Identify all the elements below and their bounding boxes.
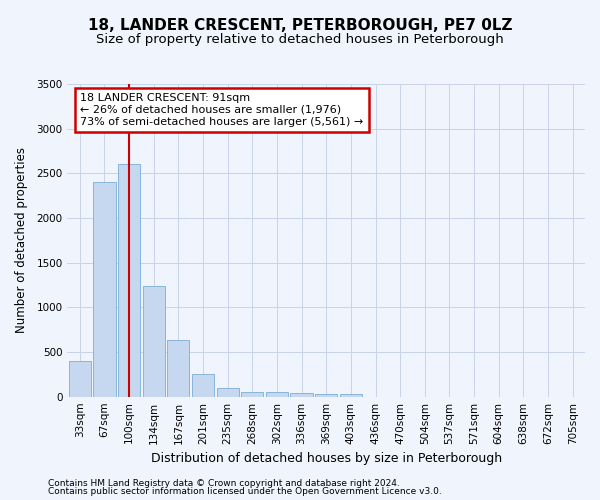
Bar: [315, 394, 337, 396]
Bar: [167, 340, 190, 396]
Bar: [94, 182, 116, 396]
Bar: [143, 286, 165, 397]
Bar: [68, 361, 91, 396]
Bar: [266, 392, 288, 396]
Text: 18, LANDER CRESCENT, PETERBOROUGH, PE7 0LZ: 18, LANDER CRESCENT, PETERBOROUGH, PE7 0…: [88, 18, 512, 32]
Text: 18 LANDER CRESCENT: 91sqm
← 26% of detached houses are smaller (1,976)
73% of se: 18 LANDER CRESCENT: 91sqm ← 26% of detac…: [80, 94, 364, 126]
Bar: [241, 392, 263, 396]
Y-axis label: Number of detached properties: Number of detached properties: [15, 148, 28, 334]
Text: Contains public sector information licensed under the Open Government Licence v3: Contains public sector information licen…: [48, 487, 442, 496]
Bar: [217, 388, 239, 396]
Bar: [290, 393, 313, 396]
Text: Size of property relative to detached houses in Peterborough: Size of property relative to detached ho…: [96, 32, 504, 46]
Bar: [192, 374, 214, 396]
Bar: [118, 164, 140, 396]
X-axis label: Distribution of detached houses by size in Peterborough: Distribution of detached houses by size …: [151, 452, 502, 465]
Text: Contains HM Land Registry data © Crown copyright and database right 2024.: Contains HM Land Registry data © Crown c…: [48, 478, 400, 488]
Bar: [340, 394, 362, 396]
